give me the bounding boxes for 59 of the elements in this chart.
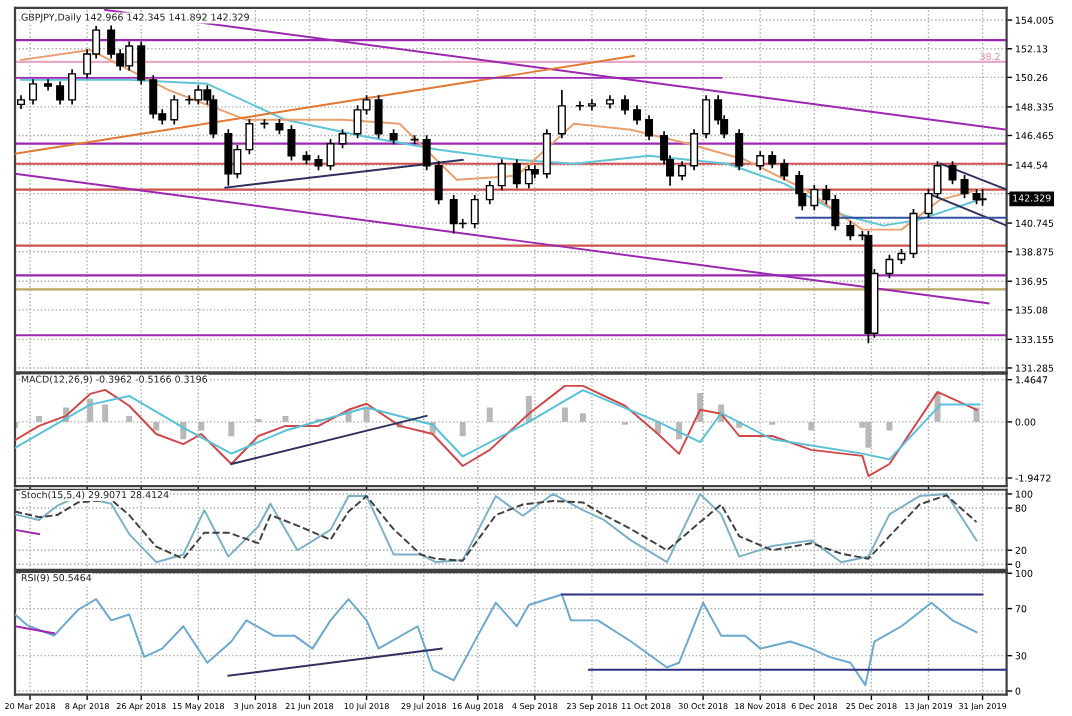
bar	[579, 413, 586, 422]
candlestick	[702, 94, 711, 140]
candlestick	[29, 78, 38, 106]
candlestick	[678, 160, 687, 182]
bar	[561, 407, 568, 422]
bar	[87, 398, 94, 422]
candlestick	[137, 40, 146, 86]
candlestick	[810, 184, 819, 211]
candlestick	[287, 124, 296, 162]
candlestick	[690, 128, 699, 172]
candlestick	[948, 160, 957, 186]
candlestick	[107, 24, 116, 60]
candlestick	[909, 208, 918, 259]
line-series	[15, 384, 978, 478]
candlestick	[470, 194, 479, 230]
candlestick	[170, 94, 179, 126]
candlestick	[885, 254, 894, 279]
bar	[486, 407, 493, 422]
candlestick	[960, 174, 969, 200]
candlestick	[224, 128, 233, 187]
candlestick	[497, 158, 506, 192]
candlestick	[374, 94, 383, 140]
candlestick	[485, 180, 494, 206]
bar	[973, 407, 980, 422]
bar	[886, 421, 893, 431]
candlestick	[645, 114, 654, 142]
bar	[282, 416, 289, 422]
bar	[697, 393, 704, 422]
candlestick	[245, 118, 254, 156]
candlestick	[557, 89, 566, 140]
candlestick	[512, 158, 521, 190]
bar	[198, 421, 205, 431]
candlestick	[434, 160, 443, 206]
candlestick	[735, 128, 744, 172]
candlestick	[68, 68, 77, 106]
candlestick	[542, 128, 551, 180]
candlestick	[780, 158, 789, 182]
candlestick	[524, 164, 533, 190]
candlestick	[338, 128, 347, 150]
bar	[126, 416, 133, 422]
candlestick	[756, 150, 765, 172]
bar	[153, 421, 160, 431]
bar	[102, 404, 109, 422]
candlestick	[633, 104, 642, 126]
candlestick	[575, 100, 584, 112]
line-series	[15, 593, 978, 687]
bar	[228, 421, 235, 437]
candlestick	[326, 138, 335, 172]
candlestick	[149, 74, 158, 120]
candlestick	[422, 134, 431, 172]
candlestick	[846, 220, 855, 242]
bar	[36, 416, 43, 422]
line-series	[15, 389, 981, 461]
bar	[865, 421, 872, 448]
bar	[459, 421, 466, 437]
candlestick	[185, 94, 194, 106]
candlestick	[56, 80, 65, 106]
candlestick	[620, 94, 629, 116]
bar	[808, 421, 815, 431]
